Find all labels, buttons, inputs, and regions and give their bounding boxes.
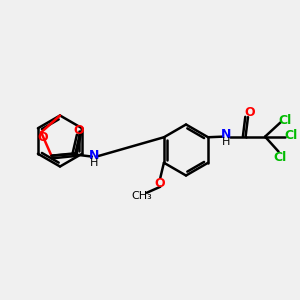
Text: O: O: [244, 106, 255, 119]
Text: Cl: Cl: [274, 151, 287, 164]
Text: O: O: [154, 177, 165, 190]
Text: H: H: [222, 137, 230, 147]
Text: N: N: [89, 148, 100, 162]
Text: CH₃: CH₃: [131, 191, 152, 201]
Text: N: N: [221, 128, 231, 141]
Text: H: H: [90, 158, 98, 168]
Text: Cl: Cl: [279, 114, 292, 127]
Text: O: O: [73, 124, 84, 137]
Text: Cl: Cl: [285, 129, 298, 142]
Text: O: O: [37, 131, 48, 144]
